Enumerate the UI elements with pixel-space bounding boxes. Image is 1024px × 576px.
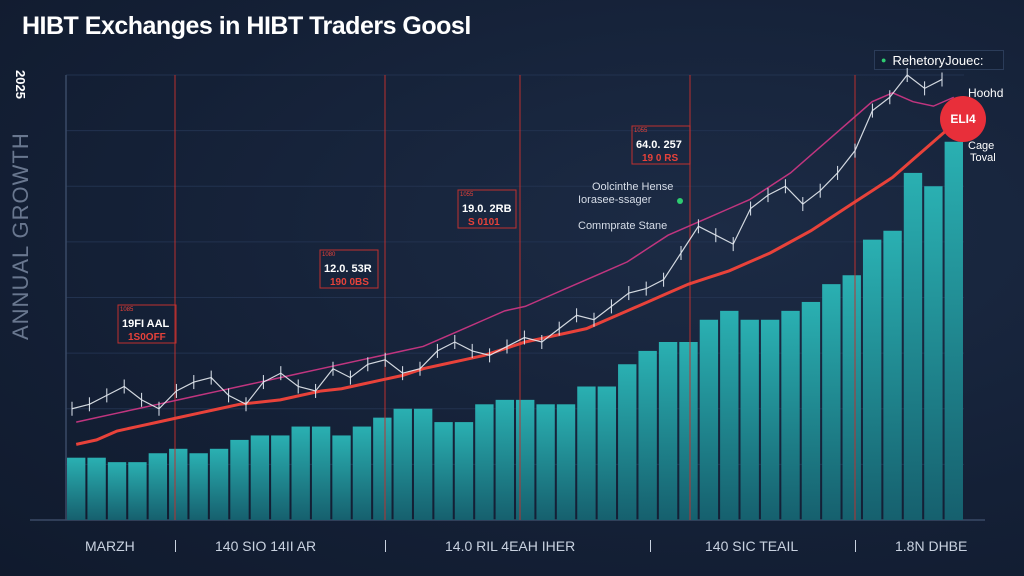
annotation-main-label: 12.0. 53R — [324, 263, 372, 275]
annotation-frame — [631, 125, 691, 165]
x-axis-separator — [385, 540, 386, 552]
bar — [434, 422, 453, 520]
bar — [577, 386, 596, 520]
chart-title: HIBT Exchanges in HIBT Traders Goosl — [22, 12, 471, 40]
bar — [883, 230, 902, 520]
bar — [944, 141, 963, 520]
bar — [597, 386, 617, 520]
bar — [516, 399, 535, 520]
legend-marker-icon: ● — [881, 55, 887, 65]
bar — [862, 239, 882, 520]
annotation-box: 1055 64.0. 257 19 0 RS — [631, 125, 691, 165]
bar — [842, 275, 861, 520]
bar — [373, 417, 392, 520]
bar — [822, 284, 841, 520]
bar — [291, 426, 310, 520]
bar — [87, 457, 106, 520]
bar — [311, 426, 331, 520]
bar — [536, 404, 555, 520]
annotation-sub-label: 19 0 RS — [642, 153, 678, 164]
bar — [903, 172, 923, 520]
side-label-cage: Cage — [968, 140, 995, 152]
callout-line-1: Oolcinthe Hense — [592, 181, 673, 193]
badge-label: ELI4 — [950, 112, 976, 126]
bar — [332, 435, 351, 520]
bar — [924, 186, 943, 520]
bar — [699, 319, 719, 520]
bar — [618, 364, 637, 520]
bar — [393, 408, 412, 520]
bar — [189, 453, 208, 520]
annotation-box: 1085 19FI AAL 1S0OFF — [117, 304, 177, 344]
annotation-main-label: 19.0. 2RB — [462, 203, 512, 215]
bar — [230, 439, 249, 520]
annotation-top-label: 1055 — [634, 128, 648, 134]
bar — [271, 435, 290, 520]
bar — [495, 399, 514, 520]
callout-line-2: Iorasee-ssager — [578, 194, 652, 206]
x-axis-tick-label: MARZH — [85, 538, 135, 554]
side-label-toval: Toval — [970, 152, 996, 164]
callout-marker — [677, 198, 683, 204]
bar — [740, 319, 759, 520]
moving-average-line — [76, 91, 955, 423]
annotation-main-label: 19FI AAL — [122, 318, 170, 330]
bar — [638, 350, 657, 520]
bar — [352, 426, 372, 520]
bar — [475, 404, 494, 520]
annotation-sub-label: 1S0OFF — [128, 332, 166, 343]
x-axis-tick-label: 140 SIO 14II AR — [215, 538, 317, 554]
x-axis-separator — [650, 540, 651, 552]
annotation-frame — [319, 249, 379, 289]
x-axis-tick-label: 14.0 RIL 4EAH IHER — [445, 538, 576, 554]
bar — [128, 462, 147, 520]
legend-label: RehetoryJouec: — [892, 52, 984, 68]
annotation-top-label: 1085 — [120, 307, 134, 313]
annotation-top-label: 1055 — [460, 192, 474, 198]
x-axis-separator — [175, 540, 176, 552]
annotation-main-label: 64.0. 257 — [636, 139, 682, 151]
bar — [169, 448, 188, 520]
bar — [148, 453, 168, 520]
bar — [760, 319, 780, 520]
annotation-box: 1055 19.0. 2RB S 0101 — [457, 189, 517, 229]
bar — [250, 435, 270, 520]
bar — [781, 310, 800, 520]
x-axis-separator — [855, 540, 856, 552]
trend-line — [75, 122, 955, 446]
bar — [801, 301, 821, 520]
annotation-sub-label: 190 0BS — [330, 277, 369, 288]
callout-line-3: Commprate Stane — [578, 220, 667, 232]
annotation-frame — [117, 304, 177, 344]
bar — [67, 457, 86, 520]
annotation-top-label: 1080 — [322, 252, 336, 258]
annotation-sub-label: S 0101 — [468, 217, 500, 228]
bar — [107, 462, 127, 520]
annotation-box: 1080 12.0. 53R 190 0BS — [319, 249, 379, 289]
bar — [658, 342, 678, 520]
bar — [209, 448, 229, 520]
x-axis-tick-label: 1.8N DHBE — [895, 538, 968, 554]
bar — [556, 404, 576, 520]
highlight-badge: ELI4 — [940, 96, 986, 142]
bar — [679, 342, 698, 520]
bar — [720, 310, 739, 520]
bar — [413, 408, 433, 520]
annotation-frame — [457, 189, 517, 229]
legend: ● RehetoryJouec: — [874, 50, 1004, 70]
side-label-hoohd: Hoohd — [968, 86, 1004, 100]
bar — [454, 422, 474, 520]
x-axis-tick-label: 140 SIC TEAIL — [705, 538, 799, 554]
